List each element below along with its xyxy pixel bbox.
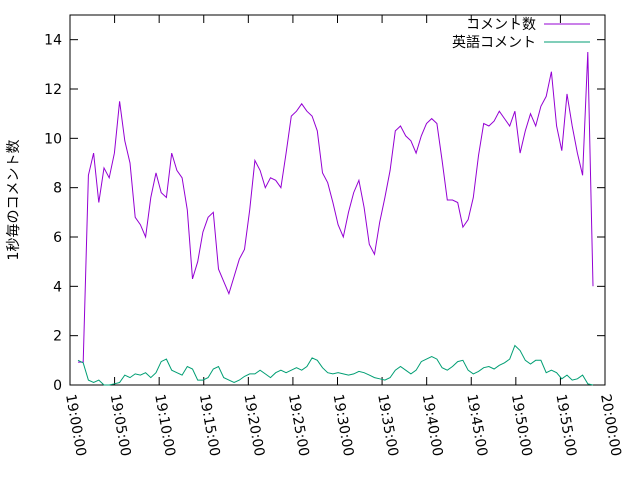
x-tick-label: 19:10:00 xyxy=(151,393,178,458)
y-tick-label: 14 xyxy=(44,33,62,49)
x-tick-label: 19:55:00 xyxy=(552,393,579,458)
x-tick-label: 19:00:00 xyxy=(62,393,89,458)
x-tick-label: 19:30:00 xyxy=(330,393,357,458)
x-tick-label: 19:25:00 xyxy=(285,393,312,458)
legend-label: 英語コメント xyxy=(452,34,536,51)
y-tick-label: 10 xyxy=(44,131,62,147)
legend-label: コメント数 xyxy=(466,17,536,33)
y-tick-label: 8 xyxy=(53,181,62,197)
y-tick-label: 2 xyxy=(53,329,62,345)
y-tick-label: 4 xyxy=(53,279,62,295)
y-tick-label: 6 xyxy=(53,230,62,246)
x-tick-label: 19:20:00 xyxy=(240,393,267,458)
x-tick-label: 19:05:00 xyxy=(107,393,134,458)
y-tick-label: 12 xyxy=(44,82,62,98)
y-tick-label: 0 xyxy=(53,378,62,394)
plot-border xyxy=(69,14,606,386)
y-axis-label: 1秒毎のコメント数 xyxy=(6,140,22,261)
x-tick-label: 19:15:00 xyxy=(196,393,223,458)
series-line xyxy=(77,344,594,386)
x-tick-label: 19:45:00 xyxy=(463,393,490,458)
series-line xyxy=(78,51,594,363)
x-tick-label: 19:40:00 xyxy=(419,393,446,458)
x-tick-label: 19:35:00 xyxy=(374,393,401,458)
x-tick-label: 20:00:00 xyxy=(597,393,624,458)
x-tick-label: 19:50:00 xyxy=(508,393,535,458)
